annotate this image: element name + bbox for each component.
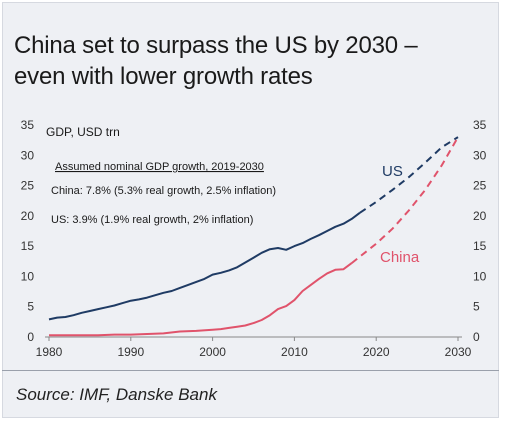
title-line-1: China set to surpass the US by 2030 – xyxy=(14,32,418,59)
y-tick-label-right: 25 xyxy=(473,179,487,193)
series-line-us xyxy=(48,212,361,321)
x-tick-label: 1990 xyxy=(117,345,144,359)
y-tick-label-right: 20 xyxy=(473,209,487,223)
x-tick-label: 2010 xyxy=(281,345,308,359)
y-tick-label-left: 5 xyxy=(27,300,34,314)
assumption-us: US: 3.9% (1.9% real growth, 2% inflation… xyxy=(51,214,253,226)
chart-title: China set to surpass the US by 2030 – ev… xyxy=(14,30,494,92)
x-axis: 1980 1990 2000 2010 2020 2030 xyxy=(36,337,472,359)
y-tick-label-left: 15 xyxy=(21,239,35,253)
series-layer xyxy=(48,136,459,337)
y-axis-title: GDP, USD trn xyxy=(46,125,120,139)
source-note: Source: IMF, Danske Bank xyxy=(16,385,217,404)
series-projection-us xyxy=(359,136,459,214)
y-axis-left: 0 5 10 15 20 25 30 35 xyxy=(21,118,35,344)
y-axis-right: 0 5 10 15 20 25 30 35 xyxy=(473,118,487,344)
x-tick-label: 2020 xyxy=(363,345,390,359)
series-projection-china xyxy=(351,136,459,264)
series-label-china: China xyxy=(380,249,420,266)
y-tick-label-left: 30 xyxy=(21,148,35,162)
y-tick-label-left: 25 xyxy=(21,179,35,193)
y-tick-label-right: 15 xyxy=(473,239,487,253)
title-line-2: even with lower growth rates xyxy=(14,63,313,90)
y-tick-label-left: 35 xyxy=(21,118,35,132)
x-tick-label: 2030 xyxy=(445,345,472,359)
y-tick-label-right: 0 xyxy=(473,330,480,344)
y-tick-label-left: 0 xyxy=(27,330,34,344)
x-tick-label: 1980 xyxy=(36,345,63,359)
y-tick-label-right: 35 xyxy=(473,118,487,132)
series-label-us: US xyxy=(382,163,403,180)
y-tick-label-left: 10 xyxy=(21,269,35,283)
chart-panel xyxy=(2,2,499,418)
y-tick-label-right: 30 xyxy=(473,148,487,162)
series-line-china xyxy=(49,262,353,337)
assumption-china: China: 7.8% (5.3% real growth, 2.5% infl… xyxy=(51,185,276,197)
y-tick-label-right: 10 xyxy=(473,269,487,283)
y-tick-label-left: 20 xyxy=(21,209,35,223)
x-tick-label: 2000 xyxy=(199,345,226,359)
source-divider xyxy=(2,370,499,371)
y-tick-label-right: 5 xyxy=(473,300,480,314)
assumption-heading: Assumed nominal GDP growth, 2019-2030 xyxy=(55,161,264,173)
